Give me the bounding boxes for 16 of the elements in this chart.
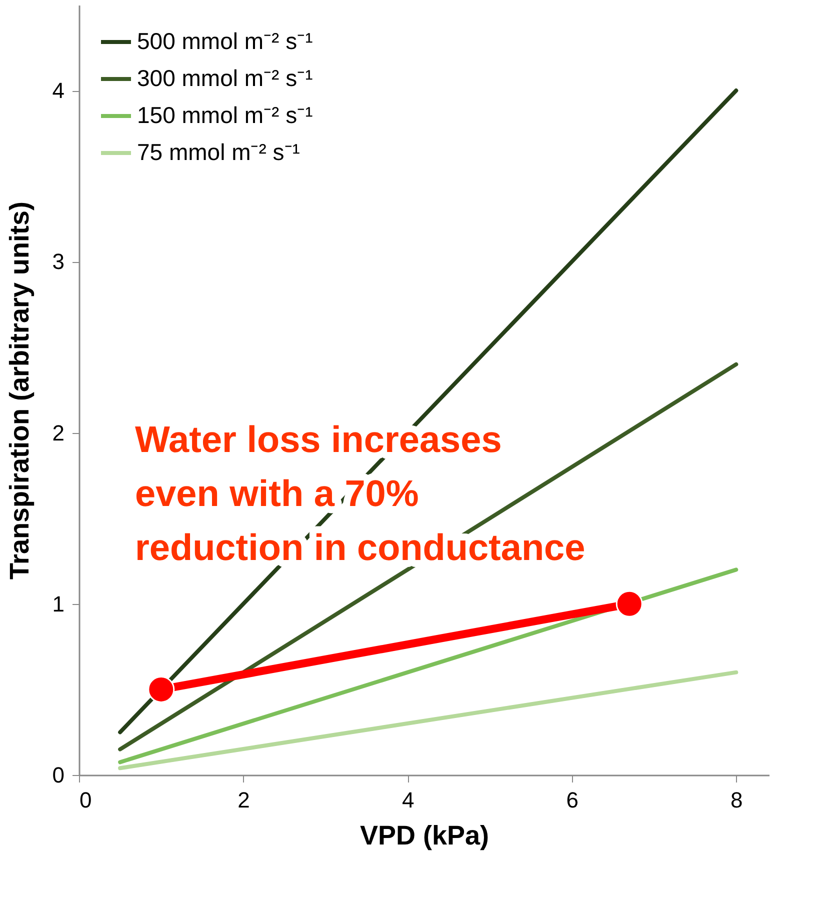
y-tick-label: 2 [52,420,64,446]
legend-label: 75 mmol m⁻² s⁻¹ [137,139,300,165]
legend-label: 500 mmol m⁻² s⁻¹ [137,28,314,54]
x-tick-label: 2 [238,788,250,812]
legend-label: 150 mmol m⁻² s⁻¹ [137,102,314,128]
x-tick-label: 6 [566,788,578,812]
y-tick-label: 0 [52,762,64,788]
y-tick-label: 4 [52,78,64,104]
x-axis-title: VPD (kPa) [360,820,490,850]
x-tick-label: 4 [402,788,414,812]
x-tick-label: 0 [80,788,92,812]
y-axis-title: Transpiration (arbitrary units) [4,201,34,580]
x-tick-label: 8 [730,788,743,812]
y-tick-label: 1 [52,591,64,616]
legend-label: 300 mmol m⁻² s⁻¹ [137,65,314,91]
y-tick-label: 3 [52,249,64,274]
